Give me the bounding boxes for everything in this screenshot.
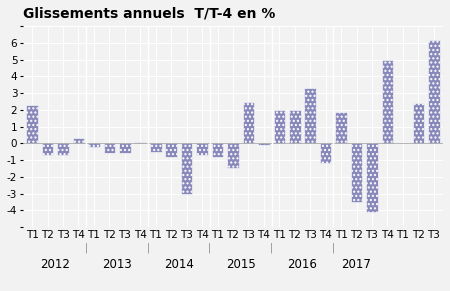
Bar: [289, 110, 301, 143]
Text: 2015: 2015: [226, 258, 256, 271]
Bar: [274, 110, 285, 143]
Text: |: |: [332, 242, 335, 253]
Text: |: |: [146, 242, 150, 253]
Bar: [119, 143, 130, 153]
Bar: [243, 102, 254, 143]
Bar: [366, 143, 378, 212]
Bar: [73, 138, 84, 143]
Bar: [413, 103, 424, 143]
Text: 2017: 2017: [342, 258, 372, 271]
Bar: [150, 143, 162, 152]
Bar: [135, 142, 146, 143]
Bar: [57, 143, 69, 155]
Text: |: |: [85, 242, 88, 253]
Text: 2014: 2014: [164, 258, 194, 271]
Text: 2012: 2012: [40, 258, 70, 271]
Bar: [88, 143, 100, 147]
Bar: [351, 143, 362, 202]
Bar: [27, 105, 38, 143]
Text: 2013: 2013: [102, 258, 132, 271]
Bar: [196, 143, 208, 155]
Bar: [428, 40, 440, 143]
Bar: [258, 143, 270, 145]
Bar: [212, 143, 223, 157]
Bar: [304, 88, 316, 143]
Bar: [335, 111, 347, 143]
Text: |: |: [208, 242, 212, 253]
Bar: [42, 143, 54, 155]
Bar: [320, 143, 332, 164]
Bar: [166, 143, 177, 157]
Bar: [181, 143, 193, 194]
Text: |: |: [270, 242, 273, 253]
Text: Glissements annuels  T/T-4 en %: Glissements annuels T/T-4 en %: [23, 7, 275, 21]
Bar: [382, 60, 393, 143]
Bar: [227, 143, 239, 168]
Text: 2016: 2016: [288, 258, 317, 271]
Bar: [104, 143, 115, 153]
